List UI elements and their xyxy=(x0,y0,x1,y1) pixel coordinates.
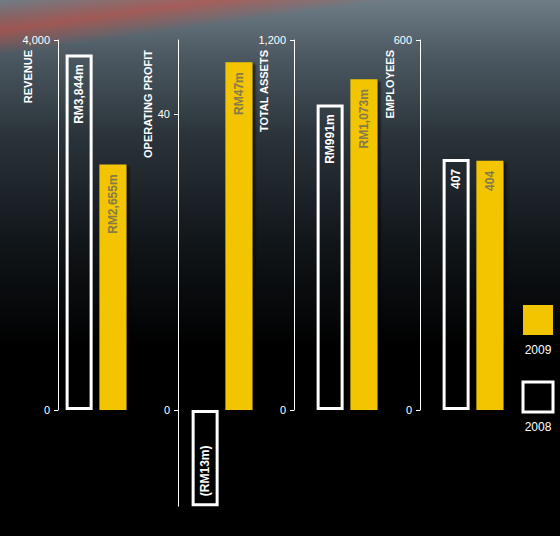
svg-text:600: 600 xyxy=(394,34,412,46)
svg-text:1,200: 1,200 xyxy=(258,34,286,46)
svg-text:RM47m: RM47m xyxy=(232,72,246,115)
svg-text:2008: 2008 xyxy=(525,420,552,434)
svg-text:407: 407 xyxy=(449,169,463,189)
svg-text:0: 0 xyxy=(164,404,170,416)
svg-text:RM2,655m: RM2,655m xyxy=(106,174,120,233)
svg-text:TOTAL ASSETS: TOTAL ASSETS xyxy=(258,50,270,132)
svg-text:EMPLOYEES: EMPLOYEES xyxy=(384,50,396,118)
svg-text:4,000: 4,000 xyxy=(22,34,50,46)
svg-text:404: 404 xyxy=(483,171,497,191)
svg-text:0: 0 xyxy=(44,404,50,416)
svg-text:40: 40 xyxy=(158,108,170,120)
svg-text:(RM13m): (RM13m) xyxy=(198,446,212,497)
svg-text:RM3,844m: RM3,844m xyxy=(72,64,86,123)
svg-text:OPERATING PROFIT: OPERATING PROFIT xyxy=(142,50,154,158)
svg-text:REVENUE: REVENUE xyxy=(22,50,34,103)
svg-text:RM991m: RM991m xyxy=(323,114,337,163)
svg-text:2009: 2009 xyxy=(525,343,552,357)
svg-text:0: 0 xyxy=(280,404,286,416)
svg-text:RM1,073m: RM1,073m xyxy=(357,89,371,148)
svg-text:0: 0 xyxy=(406,404,412,416)
